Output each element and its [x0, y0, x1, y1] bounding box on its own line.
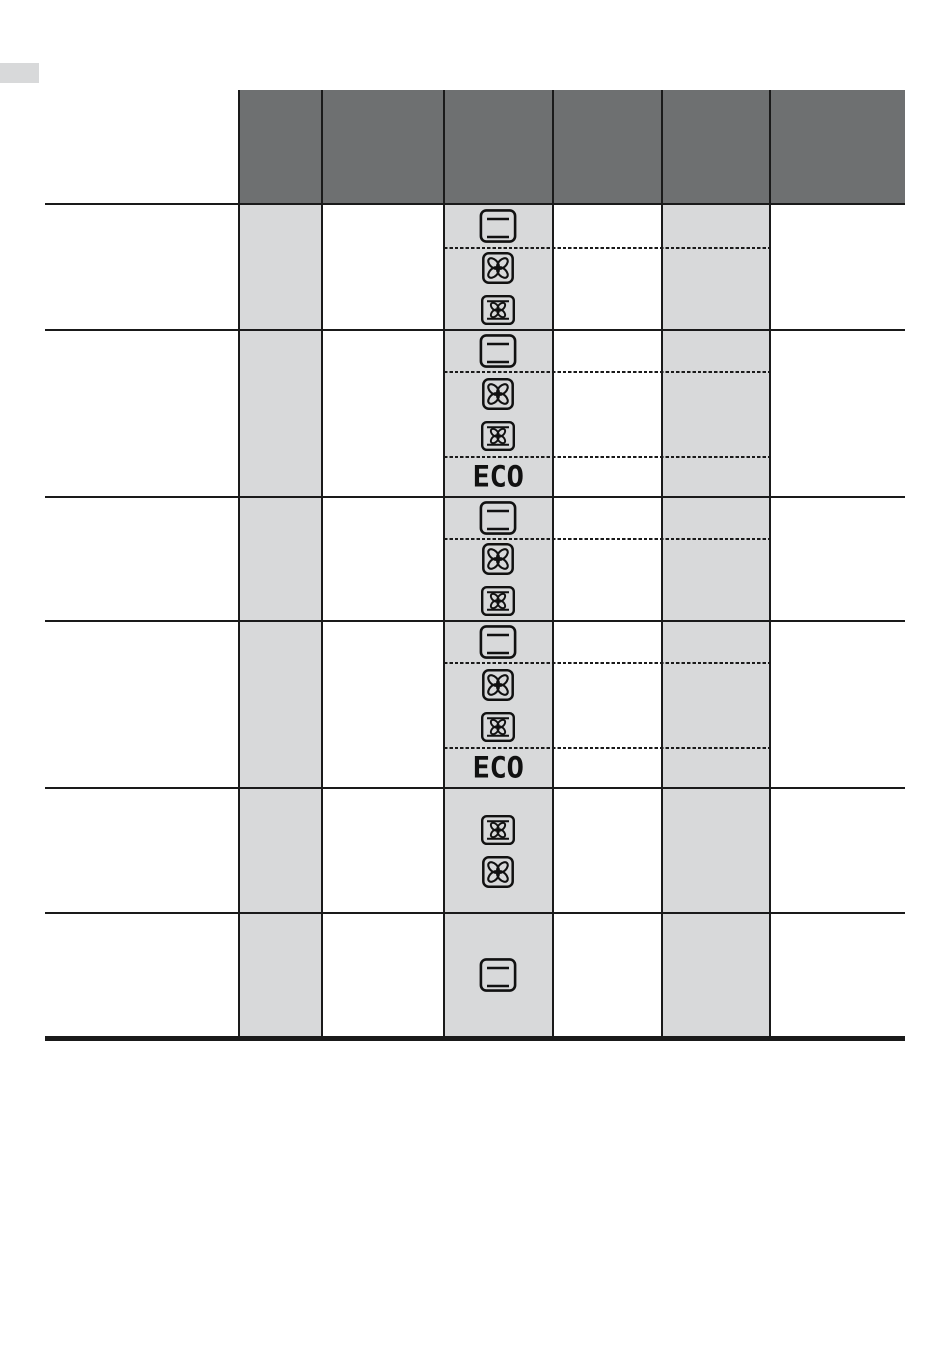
dashed-subrow-separator	[444, 456, 770, 458]
table-header-cell	[322, 90, 444, 204]
eco-mode-label: ECO	[472, 459, 524, 494]
grid-horizontal-line	[45, 203, 905, 205]
oven-top-bottom-heat-icon	[479, 501, 517, 535]
oven-fan-icon	[482, 668, 514, 701]
dashed-subrow-separator	[444, 538, 770, 540]
table-bottom-rule	[45, 1036, 905, 1041]
oven-fan-icon	[482, 855, 514, 888]
oven-fan-top-bottom-heat-icon	[481, 814, 516, 845]
oven-fan-top-bottom-heat-icon	[481, 420, 516, 451]
grid-horizontal-line	[45, 912, 905, 914]
oven-top-bottom-heat-icon	[479, 958, 517, 992]
grid-vertical-line	[443, 90, 445, 1037]
grid-vertical-line	[552, 90, 554, 1037]
grid-horizontal-line	[45, 329, 905, 331]
table-header-cell	[444, 90, 553, 204]
grid-horizontal-line	[45, 620, 905, 622]
grid-horizontal-line	[45, 787, 905, 789]
dashed-subrow-separator	[444, 371, 770, 373]
oven-top-bottom-heat-icon	[479, 334, 517, 368]
eco-mode-label: ECO	[472, 750, 524, 785]
grid-vertical-line	[769, 90, 771, 1037]
oven-fan-top-bottom-heat-icon	[481, 711, 516, 742]
grid-horizontal-line	[45, 496, 905, 498]
oven-fan-icon	[482, 377, 514, 410]
dashed-subrow-separator	[444, 662, 770, 664]
grid-vertical-line	[321, 90, 323, 1037]
oven-fan-icon	[482, 252, 514, 284]
oven-top-bottom-heat-icon	[479, 209, 517, 243]
oven-top-bottom-heat-icon	[479, 625, 517, 659]
grid-vertical-line	[661, 90, 663, 1037]
table-header-cell	[662, 90, 770, 204]
oven-fan-top-bottom-heat-icon	[481, 586, 516, 617]
oven-fan-icon	[482, 543, 514, 575]
table-header-cell	[770, 90, 905, 204]
table-header-cell	[239, 90, 322, 204]
grid-vertical-line	[238, 90, 240, 1037]
page-margin-marker	[0, 63, 39, 83]
dashed-subrow-separator	[444, 247, 770, 249]
dashed-subrow-separator	[444, 747, 770, 749]
table-header-cell	[553, 90, 662, 204]
oven-fan-top-bottom-heat-icon	[481, 295, 516, 326]
